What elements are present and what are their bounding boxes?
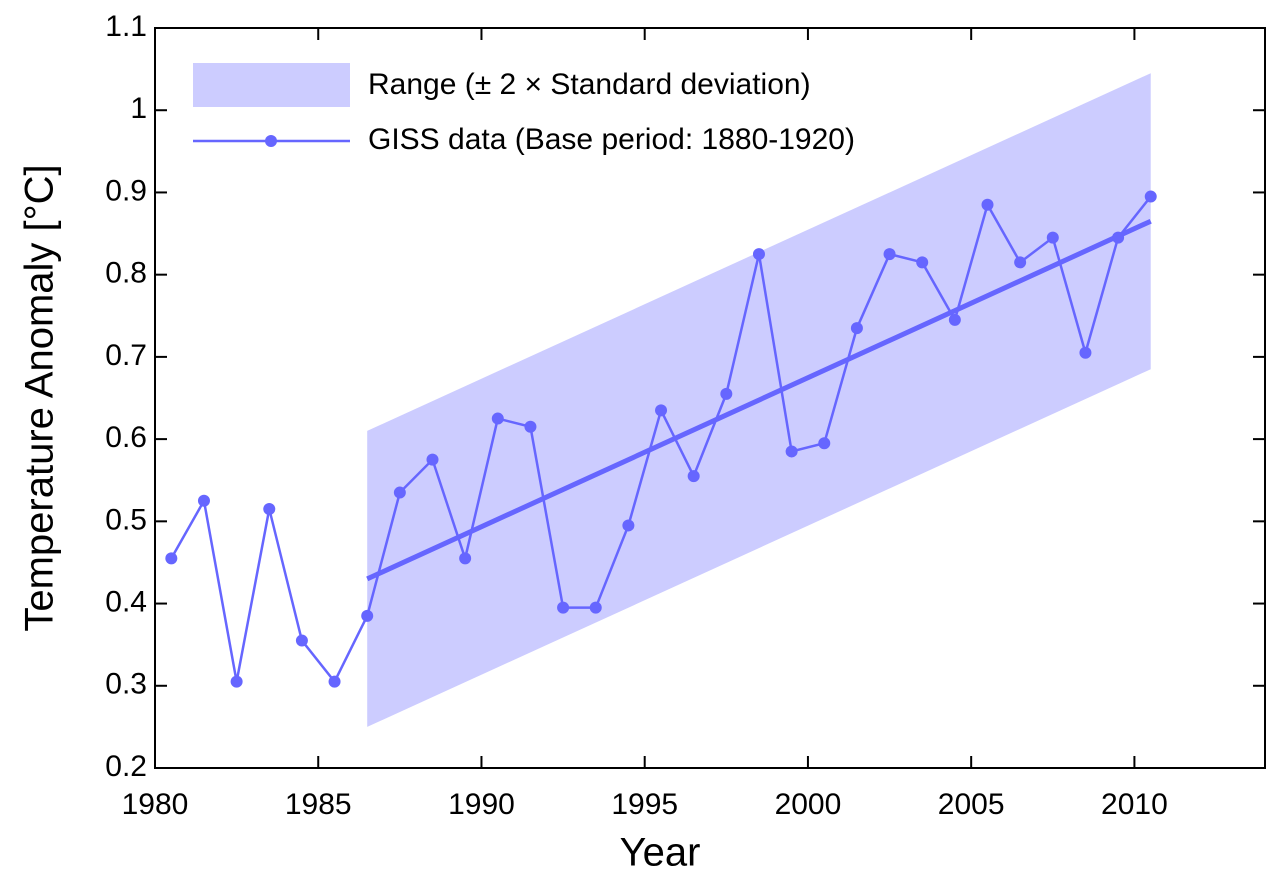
data-point <box>916 256 929 269</box>
data-point <box>1144 190 1157 203</box>
data-point <box>655 404 668 417</box>
data-point <box>1046 231 1059 244</box>
legend-band-swatch <box>193 63 350 107</box>
plot-frame <box>154 27 1266 769</box>
x-tick-label: 2010 <box>1101 788 1168 821</box>
y-axis-title: Temperature Anomaly [°C] <box>18 164 62 631</box>
data-point <box>981 198 994 211</box>
data-point <box>720 387 733 400</box>
data-point <box>589 601 602 614</box>
data-point <box>426 453 439 466</box>
x-tick-label: 2000 <box>775 788 842 821</box>
data-point <box>1079 346 1092 359</box>
data-point <box>165 552 178 565</box>
data-point <box>557 601 570 614</box>
y-tick-label: 0.9 <box>105 174 147 207</box>
x-tick-label: 1990 <box>448 788 515 821</box>
data-point <box>883 248 896 261</box>
y-tick-label: 1.1 <box>105 10 147 43</box>
y-tick-label: 0.2 <box>105 750 147 783</box>
x-tick-label: 2005 <box>938 788 1005 821</box>
data-point <box>687 470 700 483</box>
data-point <box>948 313 961 326</box>
data-point <box>361 609 374 622</box>
x-tick-label: 1985 <box>285 788 352 821</box>
y-tick-label: 0.3 <box>105 668 147 701</box>
x-tick-label: 1980 <box>122 788 189 821</box>
data-point <box>785 445 798 458</box>
y-tick-label: 0.5 <box>105 503 147 536</box>
data-point <box>818 437 831 450</box>
data-point <box>393 486 406 499</box>
data-point <box>524 420 537 433</box>
legend-label: Range (± 2 × Standard deviation) <box>368 68 811 101</box>
data-point <box>459 552 472 565</box>
plot <box>165 73 1157 727</box>
data-point <box>752 248 765 261</box>
legend-label: GISS data (Base period: 1880-1920) <box>368 123 855 156</box>
x-axis-title: Year <box>620 831 701 875</box>
data-point <box>1112 231 1125 244</box>
y-tick-label: 0.6 <box>105 421 147 454</box>
data-point <box>491 412 504 425</box>
data-point <box>850 322 863 335</box>
data-point <box>295 634 308 647</box>
data-point <box>263 503 276 515</box>
x-tick-label: 1995 <box>611 788 678 821</box>
data-point <box>622 519 635 532</box>
data-point <box>197 494 210 507</box>
data-point <box>230 675 243 688</box>
data-point <box>1014 256 1027 269</box>
y-tick-label: 0.4 <box>105 585 147 618</box>
trend-line <box>366 218 1152 582</box>
y-tick-label: 0.7 <box>105 339 147 372</box>
y-tick-label: 1 <box>130 92 147 125</box>
data-point <box>328 675 341 688</box>
legend-marker <box>265 135 277 147</box>
y-tick-label: 0.8 <box>105 257 147 290</box>
